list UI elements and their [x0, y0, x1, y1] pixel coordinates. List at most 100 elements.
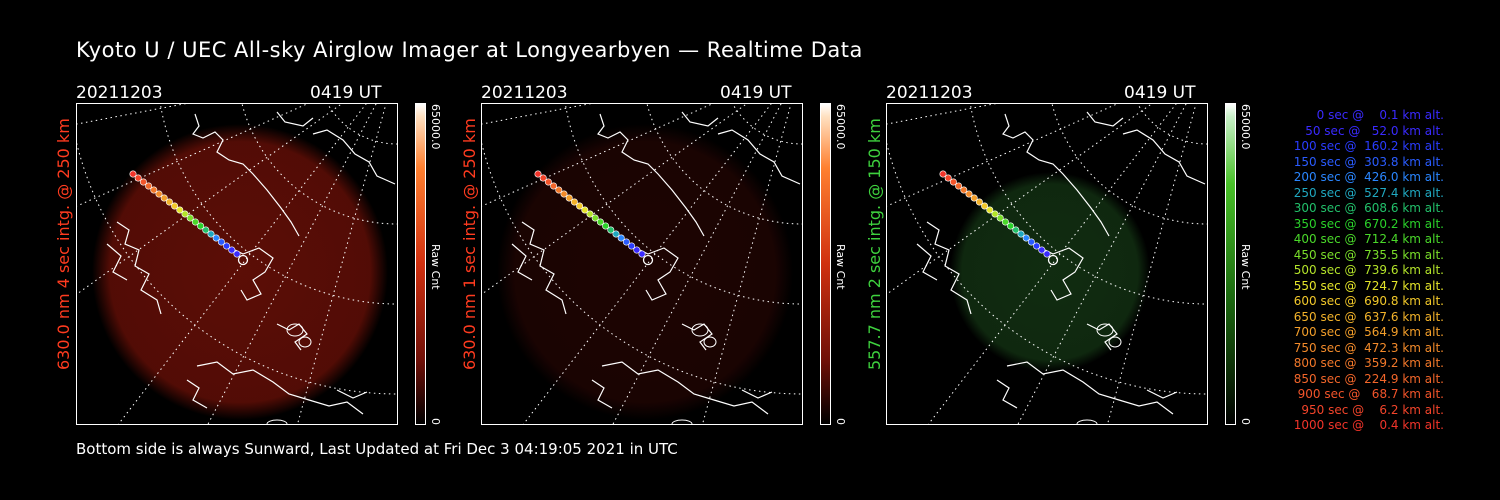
coastline: [116, 221, 162, 315]
trajectory-point: [165, 198, 173, 206]
coastline: [996, 379, 1018, 409]
trajectory-point: [544, 178, 552, 186]
coastline: [1002, 113, 1110, 237]
legend-row: 1000 sec @ 0.4 km alt.: [1293, 418, 1444, 432]
trajectory-point: [1027, 238, 1035, 246]
trajectory-point: [1033, 242, 1041, 250]
legend-row: 200 sec @ 426.0 km alt.: [1289, 170, 1444, 184]
trajectory-point: [534, 170, 542, 178]
latitude-gridline: [1137, 104, 1207, 145]
airglow-disc: [92, 124, 388, 420]
trajectory-point: [186, 214, 194, 222]
trajectory-point: [581, 206, 589, 214]
observatory-marker: [237, 254, 249, 266]
panel-2-allsky-image: [481, 103, 803, 425]
legend-row: 600 sec @ 690.8 km alt.: [1289, 294, 1444, 308]
page-title: Kyoto U / UEC All-sky Airglow Imager at …: [76, 38, 863, 62]
legend-row: 800 sec @ 359.2 km alt.: [1289, 356, 1444, 370]
trajectory-point: [970, 194, 978, 202]
footer-status: Bottom side is always Sunward, Last Upda…: [76, 440, 678, 458]
coastline: [591, 379, 613, 409]
coastline: [741, 389, 773, 399]
trajectory-point: [991, 210, 999, 218]
trajectory-point: [1043, 250, 1051, 258]
longitude-gridline: [887, 104, 1119, 207]
trajectory-point: [160, 194, 168, 202]
trajectory-point: [591, 214, 599, 222]
coastline: [1086, 111, 1124, 127]
coastline: [1006, 361, 1174, 415]
trajectory-time-altitude-legend: 0 sec @ 0.1 km alt. 50 sec @ 52.0 km alt…: [1262, 108, 1444, 434]
panel-3-date: 20211203: [886, 83, 973, 103]
legend-row: 250 sec @ 527.4 km alt.: [1289, 185, 1444, 200]
latitude-gridline: [732, 104, 802, 145]
trajectory-point: [628, 242, 636, 250]
trajectory-point: [565, 194, 573, 202]
island-outline: [691, 323, 709, 337]
trajectory-point: [191, 218, 199, 226]
trajectory-point: [129, 170, 137, 178]
coastline: [601, 361, 769, 415]
trajectory-point: [202, 226, 210, 234]
trajectory-point: [996, 214, 1004, 222]
trajectory-point: [223, 242, 231, 250]
legend-row: 100 sec @ 160.2 km alt.: [1289, 139, 1444, 153]
panel-3-time: 0419 UT: [1124, 83, 1196, 103]
coastline: [196, 361, 364, 415]
trajectory-point: [576, 202, 584, 210]
trajectory-point: [145, 182, 153, 190]
island-outline: [298, 336, 312, 348]
trajectory-point: [1022, 234, 1030, 242]
trajectory-point: [228, 246, 236, 254]
trajectory-point: [955, 182, 963, 190]
trajectory-point: [217, 238, 225, 246]
coastline: [1146, 389, 1178, 399]
legend-row: 750 sec @ 472.3 km alt.: [1289, 340, 1444, 355]
coastline: [192, 113, 300, 237]
coastline: [226, 245, 274, 301]
panel-3-map-overlay: [887, 104, 1207, 424]
longitude-gridline: [482, 104, 592, 125]
coastline: [186, 379, 208, 409]
coastline: [1122, 129, 1206, 185]
trajectory-point: [617, 234, 625, 242]
trajectory-point: [1017, 230, 1025, 238]
longitude-gridline: [77, 104, 309, 207]
longitude-gridline: [207, 104, 377, 424]
trajectory-point: [197, 222, 205, 230]
legend-row: 350 sec @ 670.2 km alt.: [1289, 216, 1444, 231]
panel-3-colorbar: [1225, 103, 1236, 425]
airglow-disc: [950, 172, 1150, 372]
trajectory-point: [944, 174, 952, 182]
legend-row: 50 sec @ 52.0 km alt.: [1297, 123, 1444, 138]
trajectory-point: [550, 182, 558, 190]
trajectory-point: [1007, 222, 1015, 230]
coastline: [1036, 245, 1084, 301]
trajectory-point: [155, 190, 163, 198]
trajectory-point: [981, 202, 989, 210]
trajectory-point: [1012, 226, 1020, 234]
panel-2-colorbar-unit: Raw Cnt: [834, 244, 847, 290]
legend-row: 950 sec @ 6.2 km alt.: [1297, 402, 1444, 417]
trajectory-point: [212, 234, 220, 242]
trajectory-point: [607, 226, 615, 234]
trajectory-point: [986, 206, 994, 214]
longitude-gridline: [482, 104, 714, 207]
trajectory-point: [638, 250, 646, 258]
panel-2-map-overlay: [482, 104, 802, 424]
coastline: [597, 113, 705, 237]
legend-row: 550 sec @ 724.7 km alt.: [1289, 278, 1444, 293]
legend-row: 650 sec @ 637.6 km alt.: [1289, 309, 1444, 324]
trajectory-point: [612, 230, 620, 238]
observatory-marker: [642, 254, 654, 266]
panel-3-colorbar-max: 65000.0: [1239, 104, 1252, 150]
trajectory-point: [939, 170, 947, 178]
island-outline: [703, 336, 717, 348]
island-outline: [1108, 336, 1122, 348]
trajectory-point: [949, 178, 957, 186]
legend-row: 150 sec @ 303.8 km alt.: [1289, 154, 1444, 169]
coastline: [916, 243, 938, 281]
panel-2-colorbar: [820, 103, 831, 425]
trajectory-point: [233, 250, 241, 258]
coastline: [511, 243, 533, 281]
